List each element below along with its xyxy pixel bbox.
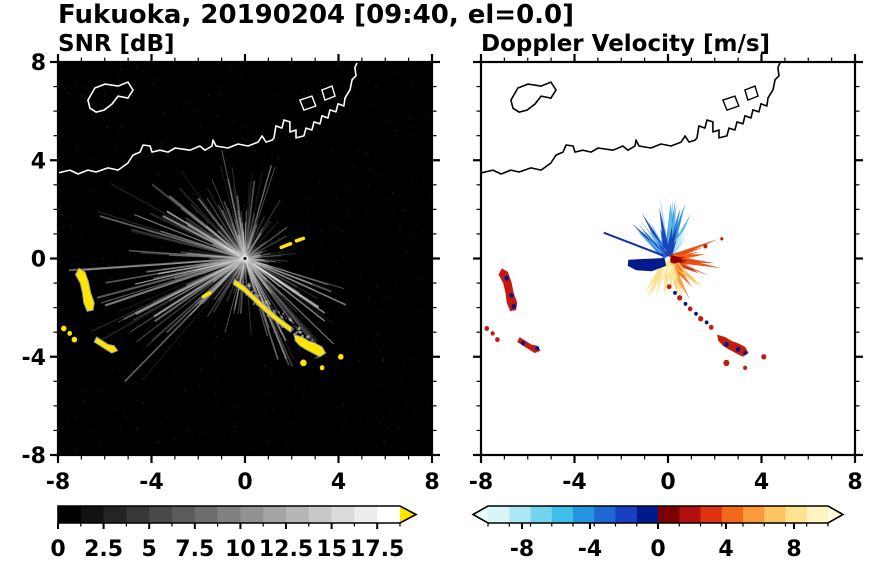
snr-colorbar-tick-label: 7.5	[175, 537, 214, 562]
clutter-patch	[93, 336, 119, 354]
x-tick-label: 8	[424, 470, 439, 495]
clutter-spot	[511, 303, 516, 309]
snr-colorbar: 0 2.5 5 7.5 10 12.5 15 17.5	[50, 505, 418, 562]
velocity-panel-title: Doppler Velocity [m/s]	[481, 31, 771, 57]
clutter-patch	[232, 278, 293, 334]
clutter-patch	[74, 267, 95, 312]
vel-background	[481, 62, 855, 455]
island-outline	[87, 81, 134, 113]
harbor-block	[321, 85, 336, 102]
velocity-thin-streak	[603, 231, 664, 257]
harbor-block	[744, 85, 759, 102]
clutter-spot	[509, 293, 514, 298]
clutter-spot	[683, 301, 688, 306]
snr-colorbar-tick-label: 10	[225, 537, 256, 562]
clutter-spot	[703, 244, 708, 249]
island-outline	[510, 81, 557, 113]
clutter-spot	[720, 237, 724, 241]
x-tick-label: -8	[469, 470, 493, 495]
velocity-colorbar-tick-label: -8	[510, 537, 534, 562]
velocity-colorbar-tick-label: 0	[650, 537, 665, 562]
snr-colorbar-tick-label: 2.5	[84, 537, 123, 562]
colorbar-over-arrow	[400, 506, 416, 523]
clutter-patch	[498, 268, 518, 312]
clutter-spot	[535, 346, 540, 351]
velocity-colorbar-tick-label: 8	[786, 537, 801, 562]
clutter-spot	[687, 306, 693, 312]
clutter-spot	[743, 351, 747, 356]
x-tick-label: 4	[754, 470, 769, 495]
x-tick-label: -8	[46, 470, 70, 495]
x-tick-label: 0	[660, 470, 675, 495]
clutter-spot	[504, 275, 510, 281]
clutter-spot	[761, 354, 767, 360]
snr-panel-title: SNR [dB]	[58, 31, 175, 57]
clutter-spot	[673, 290, 677, 295]
velocity-colorbar: -8 -4 0 4 8	[471, 505, 845, 562]
clutter-spot	[694, 311, 698, 316]
clutter-spot	[698, 316, 704, 322]
clutter-spot	[67, 330, 72, 336]
velocity-colorbar-tick-label: 4	[718, 537, 733, 562]
snr-colorbar-tick-label: 0	[50, 537, 65, 562]
y-tick-label: -8	[22, 444, 46, 469]
y-tick-label: -4	[22, 346, 46, 371]
clutter-spot	[300, 359, 307, 367]
clutter-spot	[704, 320, 709, 325]
x-tick-label: 0	[237, 470, 252, 495]
clutter-spot	[71, 336, 78, 343]
x-tick-label: -4	[139, 470, 163, 495]
clutter-spot	[708, 324, 714, 330]
velocity-core-bar	[627, 258, 667, 272]
clutter-spot	[490, 331, 495, 336]
clutter-dash	[279, 242, 293, 250]
clutter-spot	[338, 353, 344, 360]
clutter-dash	[201, 291, 212, 299]
snr-plot-area	[58, 62, 432, 455]
colorbar-over-arrow	[828, 506, 843, 523]
colorbar-under-arrow	[473, 506, 488, 523]
clutter-spot	[521, 341, 526, 346]
snr-colorbar-tick-label: 12.5	[259, 537, 313, 562]
clutter-patch	[717, 334, 749, 357]
clutter-spot	[735, 346, 741, 352]
vel-axes: -8 -4 0 4 8	[469, 54, 863, 495]
y-tick-label: 4	[31, 149, 46, 174]
coastline	[58, 62, 359, 175]
snr-colorbar-tick-label: 17.5	[350, 537, 404, 562]
clutter-spot	[724, 342, 729, 347]
x-tick-label: 8	[847, 470, 862, 495]
clutter-spot	[743, 365, 748, 370]
radar-center-dot	[243, 256, 247, 261]
harbor-block	[298, 95, 317, 111]
coastline	[481, 62, 782, 175]
snr-colorbar-tick-label: 15	[316, 537, 347, 562]
y-tick-label: 8	[31, 51, 46, 76]
x-tick-label: -4	[562, 470, 586, 495]
clutter-dash	[294, 236, 306, 243]
clutter-spot	[495, 337, 500, 343]
clutter-spot	[723, 359, 730, 367]
y-tick-label: 0	[31, 248, 46, 273]
clutter-spot	[666, 284, 672, 290]
figure-title: Fukuoka, 20190204 [09:40, el=0.0]	[58, 0, 575, 30]
clutter-spot	[61, 325, 67, 332]
snr-colorbar-tick-label: 5	[142, 537, 157, 562]
snr-axes: -8 -4 0 4 8 -8 -4 0 4 8	[22, 51, 440, 495]
harbor-block	[721, 95, 740, 111]
velocity-colorbar-tick-label: -4	[578, 537, 602, 562]
clutter-patch	[293, 333, 327, 358]
clutter-spot	[319, 365, 325, 371]
clutter-spot	[677, 295, 683, 301]
clutter-spot	[484, 326, 490, 331]
x-tick-label: 4	[331, 470, 346, 495]
vel-plot-area	[481, 62, 855, 455]
